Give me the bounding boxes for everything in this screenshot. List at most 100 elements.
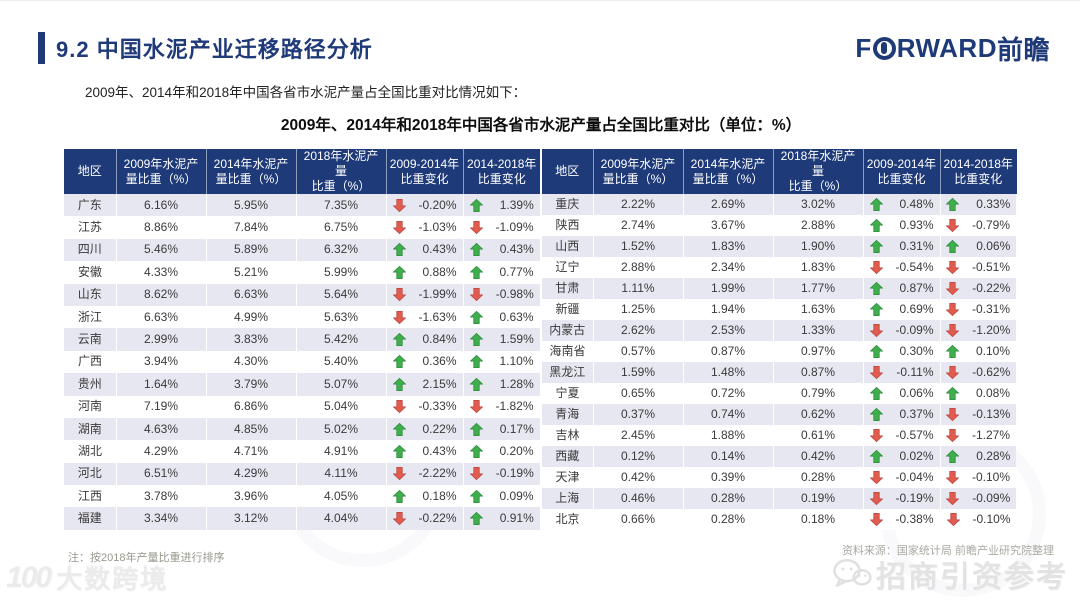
change-cell: -0.51%: [940, 257, 1017, 278]
trend-up-icon: [469, 489, 483, 503]
share-value-cell: 2.99%: [116, 328, 207, 351]
change-value: -0.57%: [895, 428, 934, 442]
table-row: 西藏 0.12% 0.14% 0.42% 0.02% 0.28%: [541, 446, 1017, 467]
change-value: -0.54%: [895, 260, 934, 274]
page-title: 9.2 中国水泥产业迁移路径分析: [38, 32, 373, 64]
change-cell: 0.22%: [386, 417, 464, 441]
share-value-cell: 3.96%: [206, 485, 296, 508]
change-value: 0.31%: [899, 239, 934, 253]
share-value-cell: 3.12%: [206, 507, 297, 530]
table-row: 云南 2.99% 3.83% 5.42% 0.84% 1.59%: [64, 328, 540, 351]
table-header-row: 地区 2009年水泥产 量比重（%） 2014年水泥产 量比重（%） 2018年水泥产…: [541, 149, 1017, 194]
trend-down-icon: [946, 324, 960, 337]
trend-down-icon: [392, 221, 406, 235]
change-value: -0.19%: [895, 491, 934, 505]
change-cell: 0.36%: [386, 350, 463, 374]
change-value: -0.10%: [971, 470, 1010, 484]
change-cell: 0.06%: [863, 383, 940, 404]
share-value-cell: 5.63%: [296, 305, 386, 329]
change-value: -0.51%: [971, 260, 1010, 274]
trend-up-icon: [469, 355, 483, 369]
trend-down-icon: [946, 366, 960, 379]
watermark-right-text: 招商引资参考: [876, 561, 1068, 594]
change-value: 0.69%: [899, 302, 934, 316]
change-cell: -0.09%: [940, 488, 1017, 509]
share-value-cell: 0.19%: [773, 488, 864, 509]
share-value-cell: 1.94%: [683, 299, 773, 320]
share-value-cell: 2.88%: [773, 215, 863, 236]
change-value: -0.19%: [495, 466, 534, 481]
change-cell: 1.39%: [463, 194, 540, 217]
share-value-cell: 1.52%: [593, 236, 684, 257]
share-value-cell: 3.02%: [773, 194, 864, 215]
trend-down-icon: [946, 429, 959, 442]
trend-up-icon: [869, 282, 883, 295]
watermark-bottom-right: 招商引资参考: [832, 552, 1068, 596]
change-cell: -1.09%: [463, 216, 540, 239]
table-row: 湖南 4.63% 4.85% 5.02% 0.22% 0.17%: [64, 417, 540, 441]
share-value-cell: 5.95%: [206, 194, 297, 217]
change-value: -1.03%: [418, 220, 457, 235]
table-row: 江西 3.78% 3.96% 4.05% 0.18% 0.09%: [64, 485, 540, 508]
table-row: 广东 6.16% 5.95% 7.35% -0.20% 1.39%: [64, 194, 540, 217]
share-value-cell: 1.88%: [683, 425, 773, 446]
wechat-icon: [833, 559, 872, 587]
table-row: 北京 0.66% 0.28% 0.18% -0.38% -0.10%: [541, 509, 1017, 530]
region-cell: 福建: [64, 507, 117, 530]
change-value: 0.37%: [899, 407, 934, 421]
share-value-cell: 1.25%: [593, 299, 683, 320]
change-cell: -1.03%: [386, 216, 463, 239]
trend-down-icon: [946, 408, 960, 421]
change-value: -0.20%: [418, 197, 457, 212]
share-value-cell: 4.05%: [296, 485, 386, 508]
share-value-cell: 6.63%: [206, 283, 297, 306]
trend-down-icon: [946, 261, 959, 274]
table-row: 重庆 2.22% 2.69% 3.02% 0.48% 0.33%: [541, 194, 1017, 215]
trend-up-icon: [869, 219, 883, 232]
share-value-cell: 4.71%: [206, 440, 296, 463]
region-cell: 吉林: [541, 425, 593, 446]
change-value: -0.38%: [895, 512, 934, 526]
column-header: 2018年水泥产量 比重（%）: [296, 149, 387, 194]
change-cell: 0.02%: [863, 446, 941, 467]
region-cell: 辽宁: [541, 257, 593, 278]
change-value: -1.82%: [495, 399, 534, 414]
trend-down-icon: [946, 303, 959, 316]
forward-logo: F RWARD 前瞻: [855, 30, 1050, 67]
share-value-cell: 6.16%: [116, 194, 207, 217]
table-row: 新疆 1.25% 1.94% 1.63% 0.69% -0.31%: [541, 299, 1017, 320]
share-value-cell: 6.51%: [116, 462, 207, 486]
table-row: 海南省 0.57% 0.87% 0.97% 0.30% 0.10%: [541, 341, 1017, 362]
intro-text: 2009年、2014年和2018年中国各省市水泥产量占全国比重对比情况如下：: [85, 85, 527, 100]
change-cell: -0.31%: [940, 299, 1017, 320]
share-value-cell: 0.79%: [773, 383, 863, 404]
change-cell: 0.69%: [863, 299, 940, 320]
region-cell: 河北: [64, 462, 117, 486]
share-value-cell: 0.28%: [683, 509, 773, 530]
share-value-cell: 5.46%: [116, 238, 207, 262]
column-header: 2009-2014年 比重变化: [863, 149, 941, 194]
trend-up-icon: [469, 377, 483, 391]
share-value-cell: 5.07%: [296, 373, 387, 396]
change-value: -1.63%: [418, 309, 457, 324]
logo-text-prefix: F: [855, 32, 872, 63]
change-cell: 0.20%: [463, 440, 540, 463]
trend-up-icon: [469, 198, 483, 212]
trend-up-icon: [869, 198, 883, 211]
change-cell: 0.06%: [940, 236, 1017, 257]
table-row: 江苏 8.86% 7.84% 6.75% -1.03% -1.09%: [64, 216, 540, 239]
change-cell: 0.28%: [940, 446, 1017, 467]
region-cell: 内蒙古: [541, 320, 594, 341]
change-value: 0.93%: [899, 218, 934, 232]
region-cell: 贵州: [64, 373, 117, 396]
data-table: 地区 2009年水泥产 量比重（%） 2014年水泥产 量比重（%） 2018年水泥产…: [64, 149, 1018, 530]
change-cell: -0.13%: [940, 404, 1017, 425]
region-cell: 湖南: [64, 417, 117, 441]
change-value: -0.33%: [418, 399, 457, 414]
change-value: -0.13%: [972, 407, 1011, 421]
table-row: 青海 0.37% 0.74% 0.62% 0.37% -0.13%: [541, 404, 1017, 425]
change-value: 2.15%: [422, 376, 457, 391]
table-row: 广西 3.94% 4.30% 5.40% 0.36% 1.10%: [64, 350, 540, 374]
slide-header: 9.2 中国水泥产业迁移路径分析 F RWARD 前瞻: [38, 29, 1050, 67]
change-cell: -0.57%: [863, 425, 940, 446]
